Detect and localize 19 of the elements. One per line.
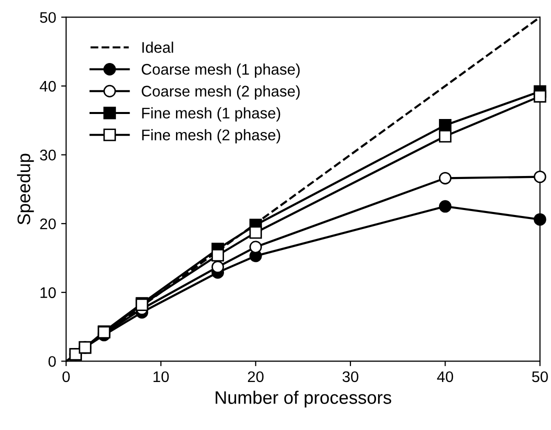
x-tick-label: 20 bbox=[248, 371, 264, 382]
legend-label: Fine mesh (2 phase) bbox=[142, 129, 280, 144]
y-tick-label: 20 bbox=[40, 218, 56, 230]
legend-label: Coarse mesh (2 phase) bbox=[142, 85, 300, 100]
legend-label: Ideal bbox=[142, 42, 174, 53]
y-tick-label: 40 bbox=[40, 80, 56, 92]
legend-label: Coarse mesh (1 phase) bbox=[142, 64, 300, 78]
x-tick-label: 30 bbox=[342, 371, 358, 382]
x-tick-label: 40 bbox=[437, 371, 454, 382]
y-tick-label: 30 bbox=[40, 150, 56, 160]
y-tick-label: 0 bbox=[48, 356, 56, 367]
y-tick-label: 50 bbox=[40, 12, 56, 23]
x-tick-label: 50 bbox=[532, 371, 548, 382]
y-axis-title: Speedup bbox=[17, 154, 34, 225]
x-axis-title: Number of processors bbox=[216, 390, 392, 408]
legend-label: Fine mesh (1 phase) bbox=[142, 107, 280, 122]
x-tick-label: 0 bbox=[62, 371, 70, 382]
x-tick-label: 10 bbox=[154, 371, 169, 382]
y-tick-label: 10 bbox=[40, 287, 56, 298]
